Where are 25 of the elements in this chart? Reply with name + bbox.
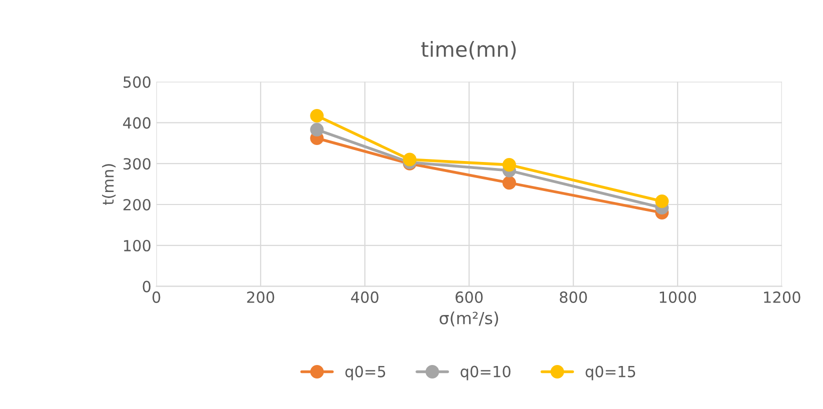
y-tick-label: 100 bbox=[124, 240, 150, 252]
point bbox=[502, 176, 516, 190]
y-tick-label: 0 bbox=[142, 280, 150, 292]
y-tick-label: 500 bbox=[124, 76, 150, 88]
x-axis-title: σ(m²/s) bbox=[440, 312, 498, 326]
x-tick-label: 800 bbox=[560, 291, 587, 303]
point bbox=[402, 152, 416, 166]
chart-title: time(mn) bbox=[421, 40, 516, 60]
x-tick-label: 0 bbox=[152, 291, 160, 303]
x-tick-label: 400 bbox=[351, 291, 378, 303]
x-tick-label: 600 bbox=[456, 291, 483, 303]
point bbox=[655, 194, 669, 208]
y-tick-label: 300 bbox=[124, 158, 150, 170]
legend-label: q0=5 bbox=[345, 366, 386, 380]
legend-label: q0=10 bbox=[460, 366, 510, 380]
y-tick-label: 400 bbox=[123, 117, 150, 129]
x-tick-label: 1000 bbox=[660, 291, 696, 303]
point bbox=[310, 122, 324, 136]
x-tick-label: 1200 bbox=[764, 291, 800, 303]
point bbox=[310, 108, 324, 123]
x-tick-label: 200 bbox=[247, 291, 274, 303]
point bbox=[502, 158, 516, 172]
y-tick-label: 200 bbox=[123, 198, 150, 211]
y-axis-title: t(mn) bbox=[102, 164, 116, 205]
legend-label: q0=15 bbox=[586, 366, 636, 380]
